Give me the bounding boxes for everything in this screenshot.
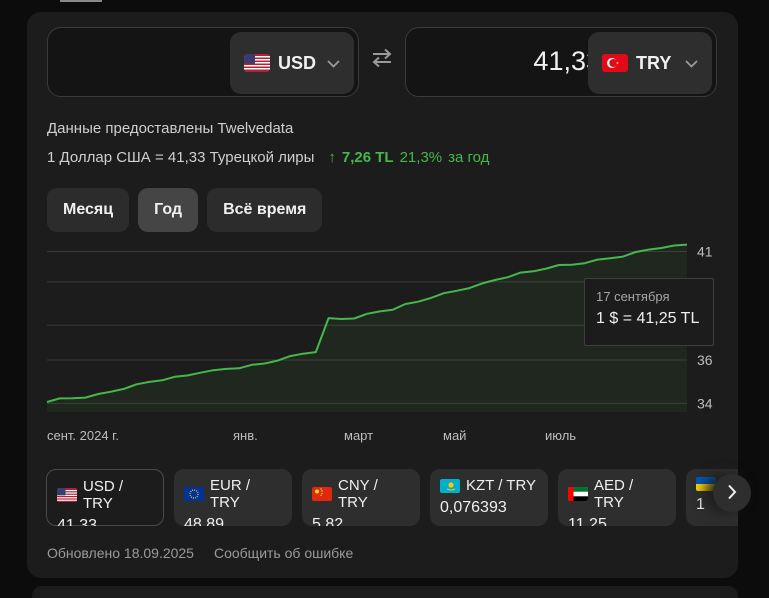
currency-pairs-carousel: USD / TRY 41,33 EUR / TRY 48,89 CNY / TR…: [46, 469, 738, 526]
x-tick-label: март: [344, 428, 374, 443]
pair-tile-aed-try[interactable]: AED / TRY 11,25: [558, 469, 676, 526]
chevron-down-icon: [685, 55, 698, 71]
chevron-down-icon: [327, 55, 340, 71]
pair-tile-kzt-try[interactable]: KZT / TRY 0,076393: [430, 469, 548, 526]
tooltip-date: 17 сентября: [596, 289, 670, 304]
pair-value: 41,33: [57, 517, 98, 526]
chevron-right-icon: [727, 480, 737, 506]
y-tick-label: 34: [697, 395, 713, 411]
y-tick-label: 41: [697, 244, 713, 260]
swap-arrows-icon[interactable]: [367, 48, 397, 74]
series-line: [46, 243, 688, 403]
from-currency-code: USD: [278, 52, 317, 73]
us-flag-icon: [244, 54, 270, 72]
x-tick-label: июль: [545, 428, 577, 443]
pair-value: 5,82: [312, 516, 344, 526]
pair-value: 11,25: [568, 516, 607, 526]
rate-summary: 1 Доллар США = 41,33 Турецкой лиры ↑ 7,2…: [47, 149, 489, 166]
from-amount-box[interactable]: 1 USD: [47, 27, 359, 97]
to-currency-code: TRY: [636, 52, 672, 73]
chart-tooltip: 17 сентября 1 $ = 41,25 TL: [584, 278, 714, 346]
carousel-next-button[interactable]: [713, 474, 751, 512]
report-error-link[interactable]: Сообщить об ошибке: [213, 545, 354, 561]
to-amount-box[interactable]: 41,33 TRY: [405, 27, 717, 97]
pair-value: 48,89: [184, 516, 225, 526]
pair-tile-usd-try[interactable]: USD / TRY 41,33: [46, 469, 164, 526]
kz-flag-icon: [440, 478, 460, 493]
y-tick-label: 36: [697, 352, 713, 368]
ua-flag-icon: [696, 477, 716, 491]
pair-label: CNY / TRY: [338, 477, 378, 511]
series-area: [47, 244, 687, 412]
tr-flag-icon: [602, 54, 628, 72]
us-flag-icon: [57, 488, 77, 502]
x-tick-label: май: [443, 428, 467, 443]
pair-label: AED / TRY: [594, 477, 634, 511]
x-tick-label: янв.: [233, 428, 258, 443]
card-footer: Обновлено 18.09.2025 Сообщить об ошибке: [47, 545, 353, 561]
period-year-button[interactable]: Год: [138, 188, 199, 232]
pair-tile-eur-try[interactable]: EUR / TRY 48,89: [174, 469, 292, 526]
to-currency-select[interactable]: TRY: [588, 32, 712, 94]
next-card-edge: [32, 586, 738, 598]
currency-converter-card: 1 USD 41,3: [27, 12, 751, 578]
period-selector: Месяц Год Всё время: [47, 188, 323, 232]
rate-change-value: 7,26 TL: [341, 149, 394, 166]
updated-date-text: Обновлено 18.09.2025: [47, 545, 194, 561]
rate-text: 1 Доллар США = 41,33 Турецкой лиры: [47, 149, 315, 166]
pair-label: USD / TRY: [83, 478, 124, 512]
pair-value: 0,076393: [440, 499, 507, 516]
tooltip-value: 1 $ = 41,25 TL: [596, 310, 700, 327]
eu-flag-icon: [184, 487, 204, 501]
pair-value: 1: [696, 496, 705, 513]
rate-change-period: за год: [448, 149, 490, 166]
from-currency-select[interactable]: USD: [230, 32, 354, 94]
arrow-up-icon: ↑: [328, 149, 336, 166]
x-tick-label: сент. 2024 г.: [47, 428, 119, 443]
ae-flag-icon: [568, 487, 588, 501]
pair-tile-cny-try[interactable]: CNY / TRY 5,82: [302, 469, 420, 526]
rate-chart[interactable]: 34 36 41: [27, 237, 738, 417]
pair-label: EUR / TRY: [210, 477, 251, 511]
pair-label: KZT / TRY: [466, 477, 537, 494]
cn-flag-icon: [312, 487, 332, 501]
period-all-time-button[interactable]: Всё время: [207, 188, 323, 232]
rate-change-percent: 21,3%: [399, 149, 443, 166]
top-tab-indicator: [60, 0, 102, 2]
period-month-button[interactable]: Месяц: [47, 188, 130, 232]
data-source-text: Данные предоставлены Twelvedata: [47, 120, 294, 137]
